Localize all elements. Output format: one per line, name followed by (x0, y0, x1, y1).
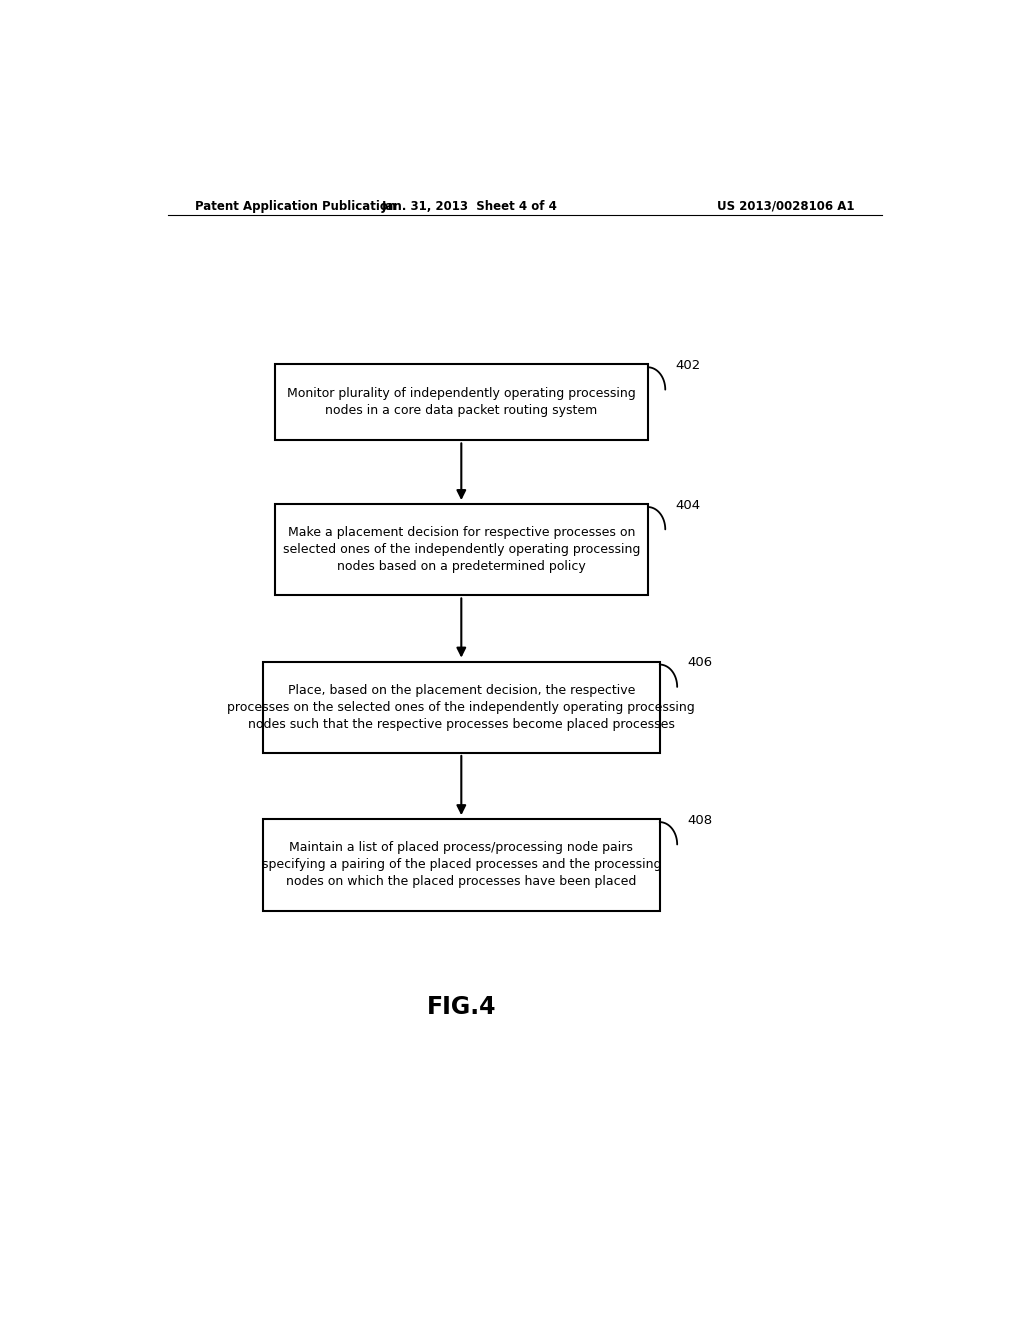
Bar (263, 818, 659, 911)
Text: 408: 408 (687, 814, 713, 826)
Bar (274, 504, 648, 595)
Text: Make a placement decision for respective processes on
selected ones of the indep: Make a placement decision for respective… (283, 527, 640, 573)
Bar (263, 661, 659, 752)
Text: Jan. 31, 2013  Sheet 4 of 4: Jan. 31, 2013 Sheet 4 of 4 (381, 199, 557, 213)
Bar (274, 364, 648, 441)
Text: Patent Application Publication: Patent Application Publication (196, 199, 396, 213)
Text: FIG.4: FIG.4 (427, 995, 496, 1019)
Text: Maintain a list of placed process/processing node pairs
specifying a pairing of : Maintain a list of placed process/proces… (261, 841, 662, 888)
Text: 406: 406 (687, 656, 713, 669)
Text: Monitor plurality of independently operating processing
nodes in a core data pac: Monitor plurality of independently opera… (287, 387, 636, 417)
Text: US 2013/0028106 A1: US 2013/0028106 A1 (717, 199, 854, 213)
Text: 402: 402 (676, 359, 700, 372)
Text: Place, based on the placement decision, the respective
processes on the selected: Place, based on the placement decision, … (227, 684, 695, 731)
Text: 404: 404 (676, 499, 700, 512)
